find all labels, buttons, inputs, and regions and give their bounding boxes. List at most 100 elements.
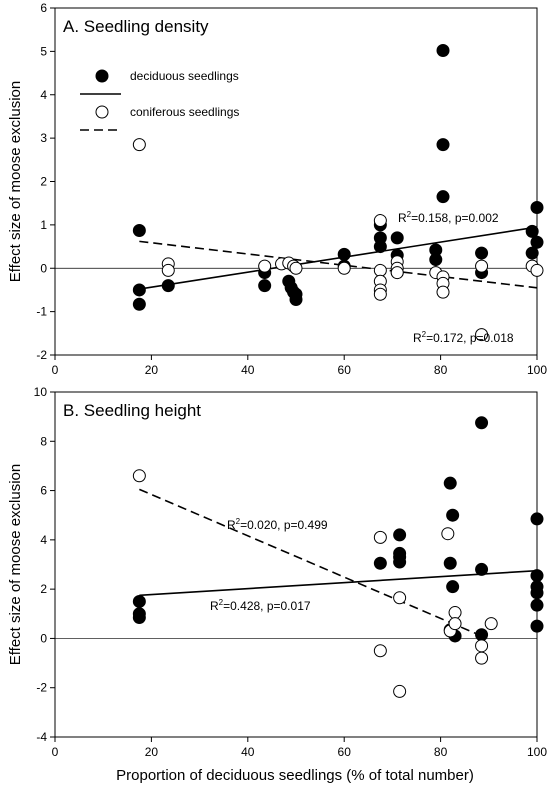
legend-label: coniferous seedlings [130,105,239,119]
y-tick-label: 2 [40,582,47,596]
y-tick-label: 6 [40,1,47,15]
deciduous-point [475,246,489,260]
coniferous-point [373,214,387,228]
coniferous-point [373,530,387,544]
deciduous-point [373,556,387,570]
x-tick-label: 20 [145,363,159,377]
coniferous-point [484,617,498,631]
y-tick-label: -1 [36,305,47,319]
y-tick-label: 0 [40,631,47,645]
coniferous-point [337,261,351,275]
panel-title: B. Seedling height [63,401,201,420]
x-tick-label: 80 [434,363,448,377]
coniferous-point [289,261,303,275]
deciduous-point [530,619,544,633]
deciduous-point [390,231,404,245]
coniferous-point [132,138,146,152]
y-tick-label: 3 [40,131,47,145]
coniferous-point [475,259,489,273]
coniferous-point [448,617,462,631]
coniferous-point [393,591,407,605]
deciduous-point [530,512,544,526]
deciduous-point [429,253,443,267]
y-tick-label: 1 [40,218,47,232]
deciduous-point [373,240,387,254]
coniferous-point [132,469,146,483]
deciduous-point [475,628,489,642]
deciduous-point [132,297,146,311]
deciduous-point [525,224,539,238]
y-tick-label: 0 [40,261,47,275]
deciduous-point [132,594,146,608]
coniferous-point [161,263,175,277]
coniferous-point [373,644,387,658]
coniferous-point [373,287,387,301]
fit-line-coniferous [139,488,482,637]
x-tick-label: 40 [241,745,255,759]
x-tick-label: 20 [145,745,159,759]
legend-marker [95,69,109,83]
fit-line-deciduous [139,569,538,597]
deciduous-point [393,528,407,542]
coniferous-point [390,266,404,280]
deciduous-point [475,562,489,576]
y-tick-label: 10 [34,385,48,399]
y-axis-label: Effect size of moose exclusion [7,464,24,666]
legend-marker [95,105,109,119]
fit-annotation: R2=0.158, p=0.002 [398,210,499,225]
x-tick-label: 100 [527,745,547,759]
y-tick-label: 2 [40,175,47,189]
y-tick-label: 8 [40,434,47,448]
deciduous-point [436,190,450,204]
coniferous-point [373,263,387,277]
deciduous-point [258,279,272,293]
shared-x-axis-label: Proportion of deciduous seedlings (% of … [116,767,474,784]
plot-frame [54,391,538,738]
y-tick-label: 6 [40,484,47,498]
coniferous-point [393,684,407,698]
deciduous-point [337,247,351,261]
deciduous-point [393,555,407,569]
deciduous-point [530,586,544,600]
y-axis-label: Effect size of moose exclusion [7,81,24,283]
y-tick-label: 4 [40,533,47,547]
fit-annotation: R2=0.428, p=0.017 [210,598,311,613]
coniferous-point [448,606,462,620]
deciduous-point [530,598,544,612]
coniferous-point [441,527,455,541]
deciduous-point [443,476,457,490]
deciduous-point [161,279,175,293]
coniferous-point [258,259,272,273]
y-tick-label: -2 [36,681,47,695]
y-tick-label: 4 [40,88,47,102]
deciduous-point [530,201,544,215]
fit-annotation: R2=0.172, p=0.018 [413,330,514,345]
deciduous-point [132,224,146,238]
fit-line-deciduous [139,226,538,290]
x-tick-label: 60 [338,363,352,377]
coniferous-point [475,639,489,653]
deciduous-point [446,580,460,594]
deciduous-point [132,610,146,624]
x-tick-label: 0 [52,745,59,759]
x-tick-label: 80 [434,745,448,759]
x-tick-label: 60 [338,745,352,759]
y-tick-label: 5 [40,44,47,58]
x-tick-label: 0 [52,363,59,377]
deciduous-point [443,556,457,570]
x-tick-label: 100 [527,363,547,377]
panel-title: A. Seedling density [63,17,209,36]
deciduous-point [436,138,450,152]
deciduous-point [530,235,544,249]
coniferous-point [475,651,489,665]
deciduous-point [530,569,544,583]
x-tick-label: 40 [241,363,255,377]
coniferous-point [436,285,450,299]
coniferous-point [475,328,489,342]
deciduous-point [475,416,489,430]
deciduous-point [289,292,303,306]
deciduous-point [132,283,146,297]
y-tick-label: -2 [36,348,47,362]
deciduous-point [525,246,539,260]
